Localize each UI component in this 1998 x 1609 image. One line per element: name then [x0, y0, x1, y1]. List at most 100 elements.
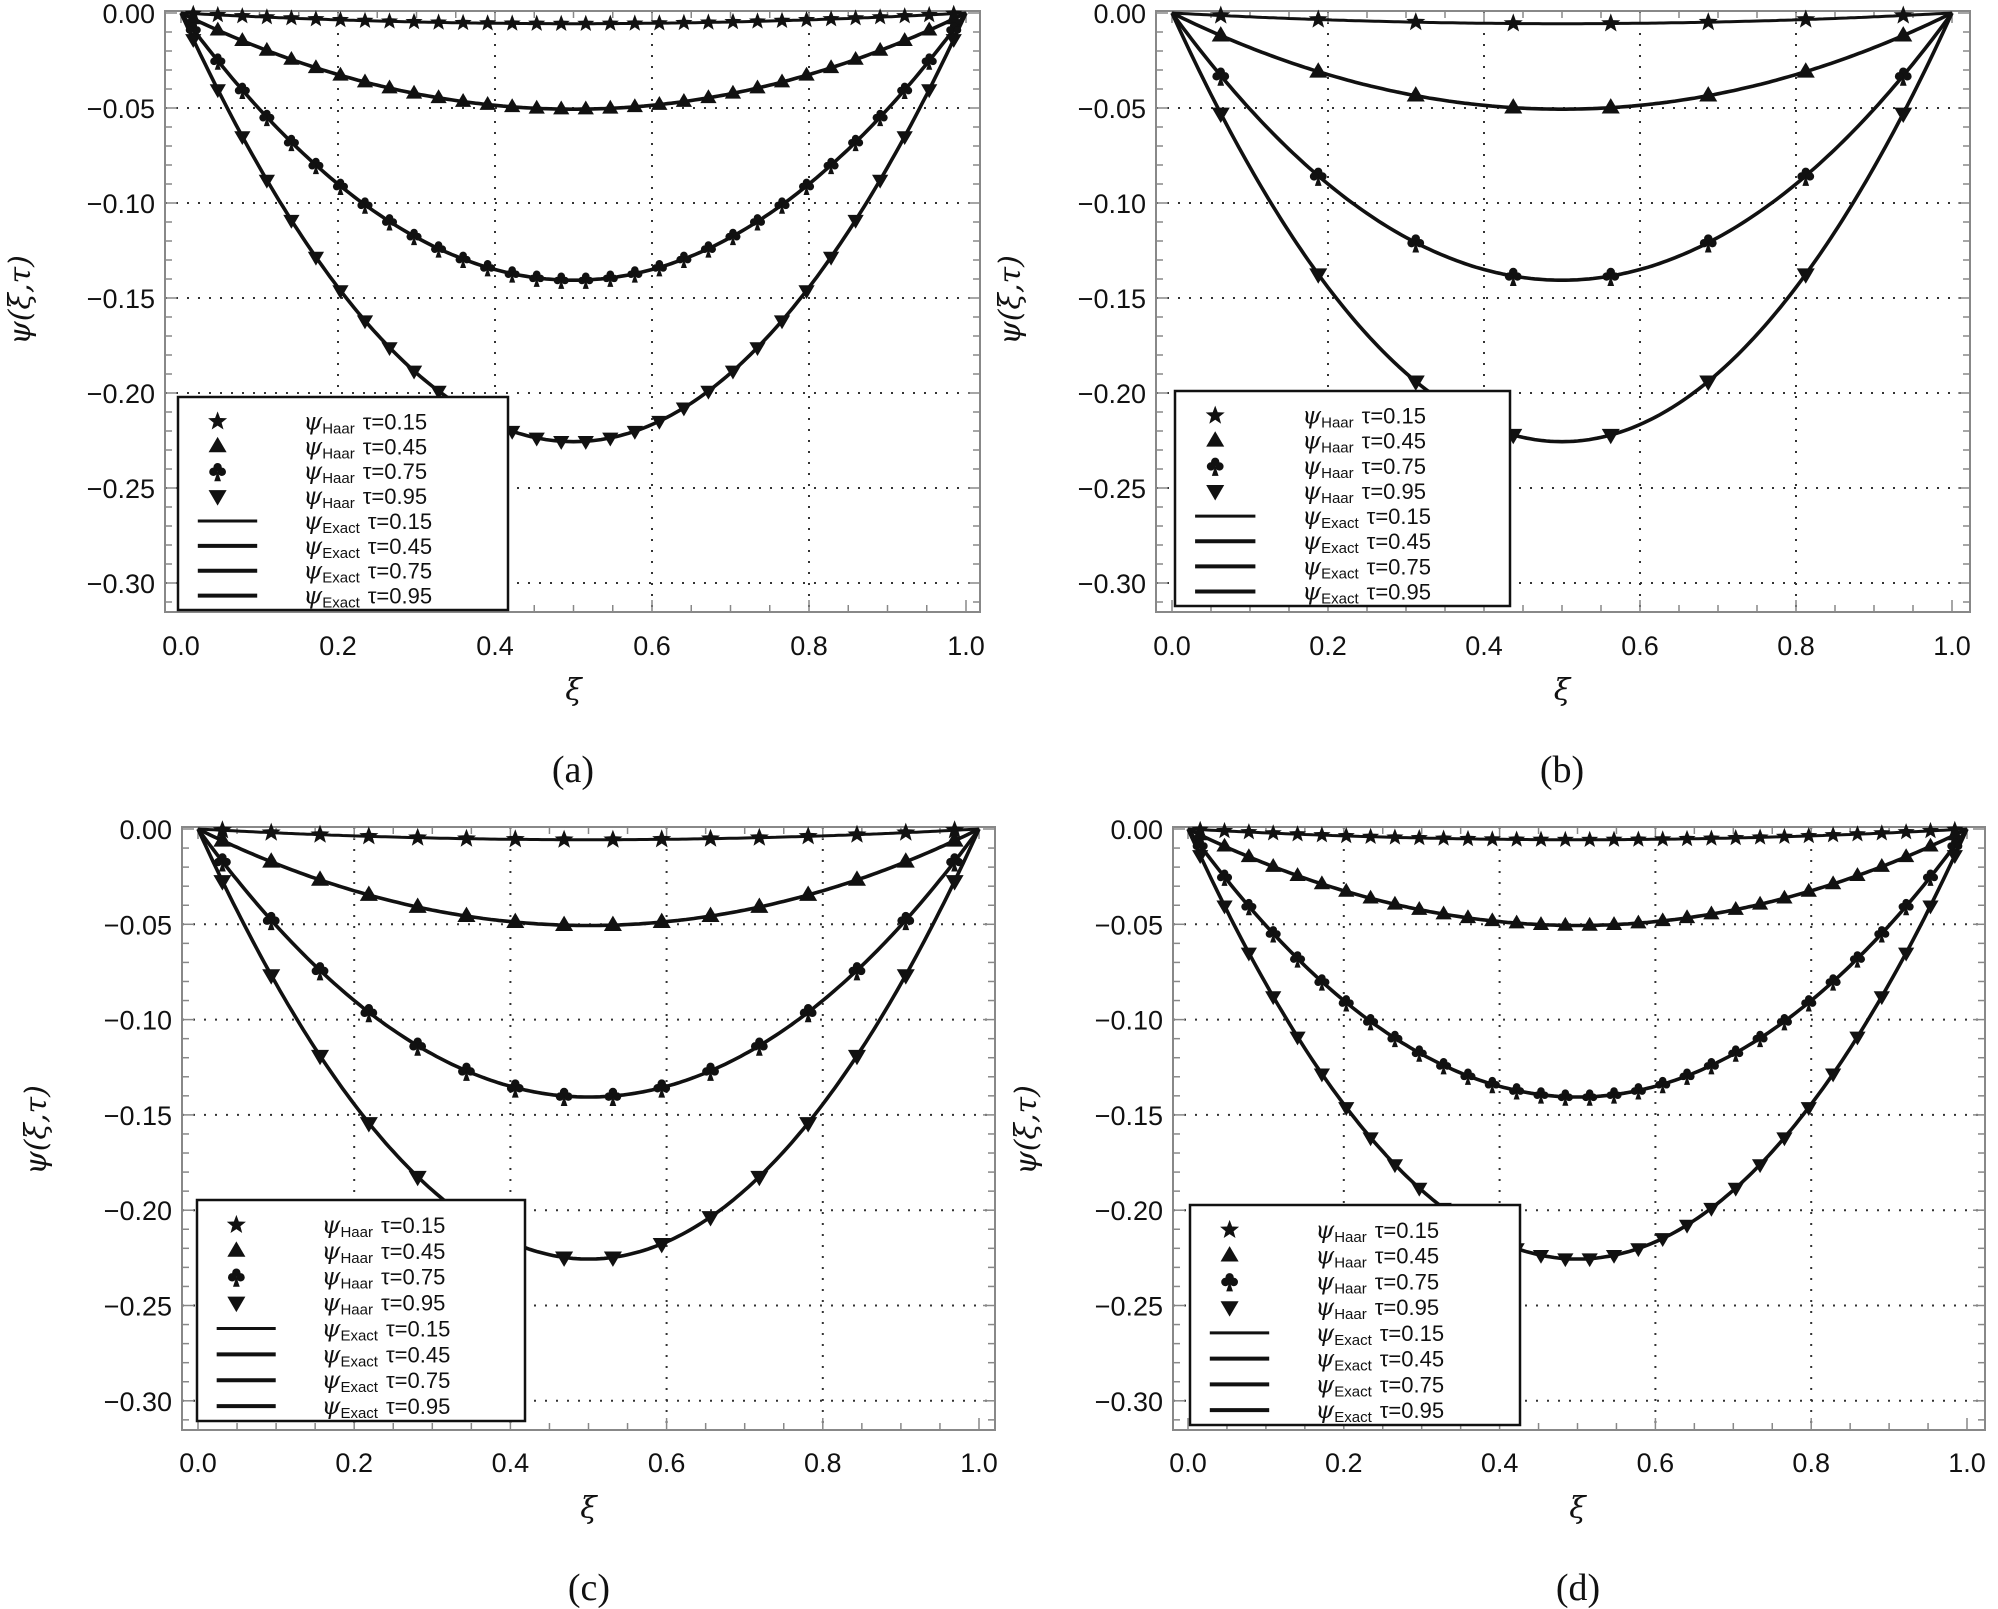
club-lobe	[1394, 1034, 1403, 1043]
triangle-up-marker-icon	[1703, 905, 1720, 920]
plot-frame	[1155, 10, 1971, 613]
y-tick-label: 0.00	[1110, 815, 1163, 845]
star-marker-icon	[675, 13, 693, 31]
club-lobe	[1638, 1087, 1646, 1095]
star-marker-icon	[1581, 830, 1599, 847]
club-stem	[607, 277, 614, 287]
legend-subscript: Exact	[340, 1379, 378, 1396]
star-marker-icon	[356, 11, 374, 28]
triangle-down-marker-icon	[1406, 375, 1425, 391]
club-marker-icon	[1630, 1083, 1646, 1100]
club-lobe	[1699, 238, 1709, 248]
triangle-up-marker-icon	[555, 915, 574, 932]
triangle-up-marker-icon	[822, 59, 840, 74]
star-marker-icon	[871, 8, 889, 25]
triangle-up-marker-icon	[749, 79, 766, 94]
y-tick-label: −0.10	[87, 189, 155, 219]
triangle-up-marker-icon	[799, 885, 818, 901]
triangle-up-marker-icon	[798, 66, 815, 81]
club-stem	[411, 236, 418, 246]
haar-marker-series	[1211, 5, 1913, 32]
club-lobe	[222, 857, 231, 867]
star-marker-icon	[554, 829, 574, 848]
club-stem	[1830, 981, 1837, 991]
triangle-down-marker-icon	[307, 251, 325, 266]
triangle-up-marker-icon	[359, 885, 378, 901]
triangle-down-marker-icon	[1411, 1182, 1428, 1197]
club-lobe	[661, 1084, 671, 1093]
legend-subscript: Haar	[1334, 1255, 1367, 1272]
club-marker-icon	[1557, 1089, 1573, 1106]
star-marker-icon	[748, 12, 766, 29]
legend-label: ψHaar τ=0.95	[303, 482, 427, 512]
star-marker-icon	[1654, 830, 1672, 847]
y-tick-label: −0.10	[1078, 189, 1146, 219]
club-lobe	[750, 1042, 760, 1051]
club-stem	[804, 1012, 812, 1023]
club-lobe	[653, 1084, 662, 1093]
triangle-down-marker-icon	[359, 1117, 378, 1133]
club-stem	[1509, 275, 1517, 286]
legend-tau: τ=0.15	[1367, 504, 1431, 529]
legend-label: ψHaar τ=0.75	[1315, 1267, 1439, 1297]
triangle-up-marker-icon	[405, 84, 423, 99]
club-marker-icon	[308, 157, 324, 175]
triangle-down-marker-icon	[1532, 1249, 1550, 1264]
star-marker-icon	[724, 12, 742, 30]
triangle-down-marker-icon	[208, 490, 227, 506]
legend-psi: ψ	[1315, 1267, 1335, 1295]
legend-psi: ψ	[1302, 402, 1322, 430]
chart-panel-a: 0.0 0.2 0.4 0.6 0.8 1.0 0.00 −0.05 −0.10 −0.15 −0.…	[3, 0, 985, 708]
club-marker-icon	[1801, 995, 1817, 1012]
y-tick-label: −0.20	[1095, 1196, 1163, 1226]
club-marker-icon	[1655, 1076, 1671, 1094]
club-lobe	[1708, 238, 1717, 248]
legend-entry: ψExact τ=0.95	[197, 582, 432, 612]
club-stem	[511, 1087, 519, 1098]
y-tick-label: −0.30	[1095, 1387, 1163, 1417]
club-lobe	[708, 245, 716, 253]
legend-tau: τ=0.95	[368, 584, 432, 609]
legend-tau: τ=0.75	[1367, 554, 1431, 579]
club-marker-icon	[872, 109, 888, 127]
legend-entry: ψExact τ=0.95	[1195, 577, 1431, 607]
legend-subscript: Haar	[322, 420, 355, 437]
triangle-up-marker-icon	[1824, 875, 1842, 890]
club-stem	[1927, 876, 1934, 886]
club-marker-icon	[1265, 926, 1281, 943]
club-marker-icon	[750, 1037, 768, 1056]
triangle-down-marker-icon	[1824, 1068, 1842, 1083]
legend-psi: ψ	[303, 432, 323, 460]
triangle-down-marker-icon	[602, 432, 619, 447]
triangle-up-marker-icon	[1557, 916, 1574, 931]
legend-entry: ψHaar τ=0.15	[1220, 1216, 1439, 1246]
club-lobe	[529, 274, 537, 283]
legend-entry: ψHaar τ=0.75	[1221, 1267, 1439, 1297]
triangle-up-marker-icon	[1727, 901, 1744, 915]
club-marker-icon	[311, 962, 329, 981]
triangle-down-marker-icon	[1751, 1159, 1769, 1174]
star-marker-icon	[359, 826, 379, 845]
haar-marker-series	[1212, 67, 1912, 286]
club-marker-icon	[1825, 974, 1841, 991]
triangle-down-marker-icon	[185, 34, 202, 48]
club-marker-icon	[480, 260, 496, 277]
legend-tau: τ=0.75	[1380, 1372, 1444, 1397]
triangle-up-marker-icon	[208, 436, 227, 453]
plot-series	[179, 4, 968, 450]
haar-marker-series	[1211, 26, 1913, 114]
club-lobe	[1220, 72, 1230, 81]
legend-subscript: Haar	[1321, 415, 1354, 432]
club-lobe	[1825, 978, 1834, 986]
legend-subscript: Haar	[1321, 440, 1354, 457]
club-lobe	[1215, 462, 1224, 471]
club-stem	[828, 165, 835, 175]
star-marker-icon	[652, 829, 672, 848]
exact-solution-line	[1171, 11, 1953, 111]
club-marker-icon	[604, 1087, 622, 1106]
club-stem	[656, 267, 663, 277]
club-stem	[582, 279, 589, 289]
club-lobe	[438, 245, 447, 253]
